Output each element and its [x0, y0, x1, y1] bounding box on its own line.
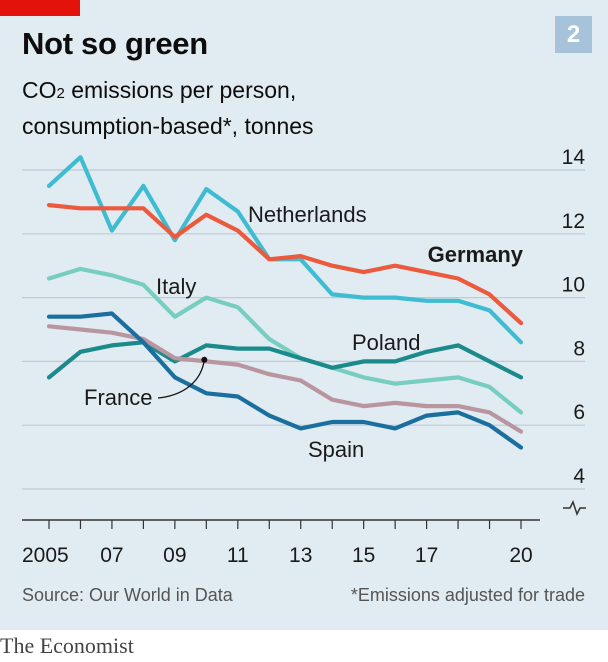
- y-tick-label-14: 14: [562, 146, 586, 169]
- subtitle-line-2: consumption-based*, tonnes: [22, 113, 314, 139]
- brand-red-tag: [0, 0, 80, 16]
- x-tick-label-2013: 13: [289, 544, 312, 567]
- chart-title: Not so green: [22, 26, 208, 61]
- source-note: Source: Our World in Data: [22, 585, 233, 605]
- series-label-france: France: [84, 385, 152, 410]
- axis-break-symbol: [563, 500, 586, 516]
- y-tick-label-10: 10: [562, 274, 585, 297]
- x-tick-label-2011: 11: [227, 544, 249, 567]
- series-line-spain: [46, 311, 524, 450]
- series-label-germany: Germany: [428, 242, 524, 267]
- series-line-germany: [46, 203, 524, 326]
- france-leader-dot: [201, 356, 208, 363]
- subtitle-line-1: CO2 emissions per person,: [22, 74, 314, 110]
- series-line-italy: [46, 266, 524, 415]
- series-label-poland: Poland: [352, 330, 421, 355]
- x-tick-label-2020: 20: [509, 544, 532, 567]
- subtitle-subscript: 2: [56, 85, 65, 102]
- x-tick-label-2017: 17: [415, 544, 438, 567]
- y-tick-label-4: 4: [573, 465, 585, 488]
- brand-name: The Economist: [0, 633, 134, 658]
- chart-number-badge: 2: [555, 16, 592, 53]
- series-label-italy: Italy: [156, 274, 196, 299]
- subtitle-co: CO: [22, 77, 57, 103]
- x-tick-label-2007: 07: [100, 544, 123, 567]
- series-line-poland: [46, 340, 524, 380]
- series-label-spain: Spain: [308, 437, 364, 462]
- footnote: *Emissions adjusted for trade: [350, 585, 585, 605]
- subtitle-rest: emissions per person,: [64, 77, 297, 103]
- x-tick-label-2005: 2005: [22, 544, 69, 567]
- x-tick-label-2015: 15: [352, 544, 375, 567]
- series-layer: [46, 155, 524, 450]
- y-tick-label-8: 8: [573, 337, 585, 360]
- series-label-netherlands: Netherlands: [248, 202, 367, 227]
- line-chart: 4 6 8 10 12 14 2005 07 09 11 13 15 17 20 Netherlands G…: [22, 146, 586, 567]
- x-tick-label-2009: 09: [163, 544, 186, 567]
- series-label-layer: Netherlands Germany Italy Poland France Spain: [84, 202, 524, 462]
- y-tick-label-6: 6: [573, 401, 585, 424]
- chart-subtitle: CO2 emissions per person, consumption-ba…: [22, 74, 314, 142]
- y-tick-label-12: 12: [562, 210, 585, 233]
- series-line-france: [46, 324, 524, 434]
- axis-layer: 4 6 8 10 12 14 2005 07 09 11 13 15 17 20: [22, 146, 586, 567]
- france-leader-line: [157, 359, 205, 399]
